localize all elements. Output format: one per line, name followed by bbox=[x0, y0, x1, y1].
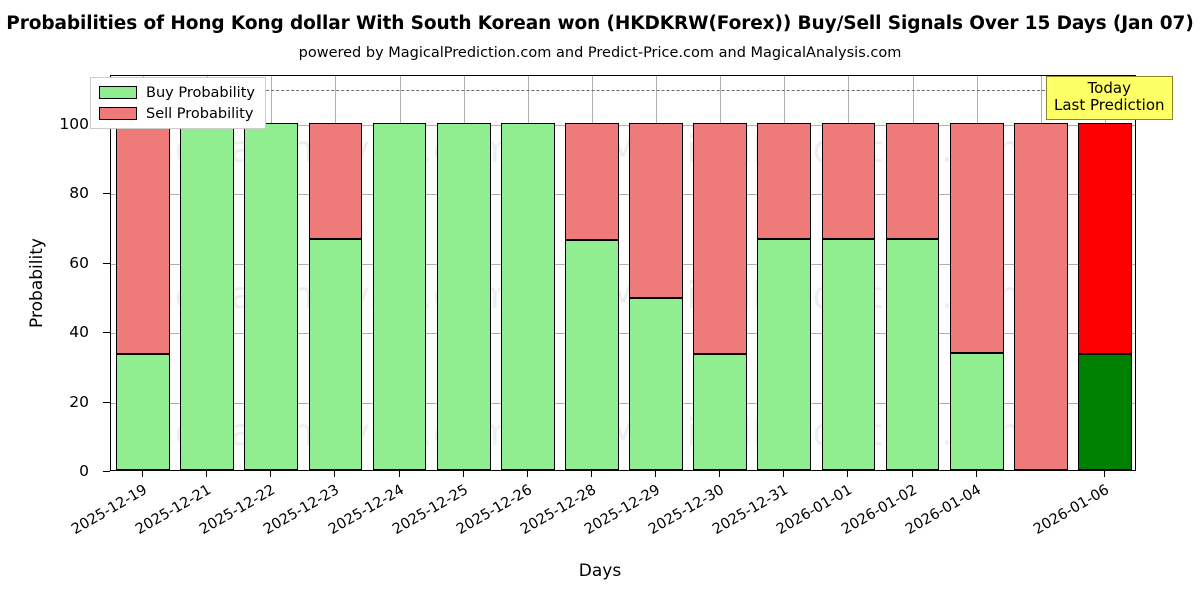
x-axis-label: Days bbox=[578, 561, 622, 581]
y-axis-label: Probability bbox=[27, 238, 47, 328]
bar-segment-sell[interactable] bbox=[821, 123, 876, 239]
bar-segment-sell[interactable] bbox=[757, 123, 812, 239]
bar-segment-buy[interactable] bbox=[500, 123, 555, 470]
today-annotation-line1: Today bbox=[1087, 79, 1131, 97]
chart-subtitle: powered by MagicalPrediction.com and Pre… bbox=[298, 45, 902, 61]
today-annotation: Today Last Prediction bbox=[1046, 76, 1173, 120]
x-tick-mark bbox=[911, 471, 913, 477]
bar-segment-buy[interactable] bbox=[821, 238, 876, 470]
bar-segment-sell[interactable] bbox=[308, 123, 363, 239]
x-tick-mark bbox=[462, 471, 464, 477]
today-annotation-line2: Last Prediction bbox=[1054, 96, 1165, 115]
bar-stack[interactable] bbox=[629, 76, 683, 470]
bar-segment-buy[interactable] bbox=[693, 354, 748, 470]
x-tick-mark bbox=[334, 471, 336, 477]
legend-item-sell: Sell Probability bbox=[99, 105, 255, 122]
legend-swatch-buy bbox=[99, 86, 137, 99]
chart-title: Probabilities of Hong Kong dollar With S… bbox=[6, 13, 1194, 34]
bar-stack[interactable] bbox=[436, 76, 491, 470]
y-tick-label: 60 bbox=[69, 253, 89, 272]
bar-segment-sell[interactable] bbox=[1078, 123, 1132, 355]
chart-legend: Buy Probability Sell Probability bbox=[90, 77, 266, 129]
bar-stack[interactable] bbox=[1078, 76, 1132, 470]
bar-segment-buy[interactable] bbox=[436, 123, 491, 470]
bar-segment-buy[interactable] bbox=[757, 238, 812, 470]
x-tick-mark bbox=[270, 471, 272, 477]
y-tick-label: 100 bbox=[59, 115, 89, 133]
gridline-horizontal bbox=[111, 333, 1135, 335]
bar-stack[interactable] bbox=[180, 76, 235, 470]
y-tick-label: 20 bbox=[69, 392, 89, 411]
gridline-horizontal bbox=[111, 125, 1135, 126]
bar-stack[interactable] bbox=[308, 76, 363, 470]
bar-stack[interactable] bbox=[949, 76, 1004, 470]
bar-segment-buy[interactable] bbox=[949, 353, 1004, 470]
legend-item-buy: Buy Probability bbox=[99, 84, 255, 101]
bar-stack[interactable] bbox=[565, 76, 619, 470]
bar-segment-buy[interactable] bbox=[629, 298, 683, 470]
bar-segment-buy[interactable] bbox=[372, 123, 427, 470]
bar-segment-buy[interactable] bbox=[116, 354, 170, 470]
bar-segment-buy[interactable] bbox=[885, 238, 940, 470]
bar-stack[interactable] bbox=[244, 76, 299, 470]
x-tick-mark bbox=[1103, 471, 1105, 477]
x-tick-mark bbox=[590, 471, 592, 477]
legend-label-buy: Buy Probability bbox=[146, 84, 255, 101]
bar-segment-buy[interactable] bbox=[244, 123, 299, 470]
x-tick-mark bbox=[206, 471, 208, 477]
bar-segment-buy[interactable] bbox=[565, 239, 619, 470]
bar-stack[interactable] bbox=[821, 76, 876, 470]
x-tick-mark bbox=[398, 471, 400, 477]
bar-stack[interactable] bbox=[372, 76, 427, 470]
plot-area: MagicalAnalysis.comMagicalAnalysis.comMa… bbox=[110, 75, 1136, 471]
y-tick-label: 40 bbox=[69, 323, 89, 342]
bar-segment-buy[interactable] bbox=[308, 238, 363, 470]
bar-segment-sell[interactable] bbox=[1013, 123, 1068, 470]
bar-segment-sell[interactable] bbox=[949, 123, 1004, 354]
bar-stack[interactable] bbox=[885, 76, 940, 470]
bar-stack[interactable] bbox=[757, 76, 812, 470]
gridline-horizontal bbox=[111, 402, 1135, 404]
x-tick-mark bbox=[975, 471, 977, 477]
x-tick-mark bbox=[719, 471, 721, 477]
gridline-horizontal bbox=[111, 263, 1135, 265]
y-tick-mark bbox=[103, 401, 110, 403]
bar-stack[interactable] bbox=[500, 76, 555, 470]
x-tick-mark bbox=[847, 471, 849, 477]
y-tick-label: 0 bbox=[79, 462, 89, 480]
bar-segment-sell[interactable] bbox=[629, 123, 683, 299]
gridline-horizontal bbox=[111, 194, 1135, 196]
legend-swatch-sell bbox=[99, 107, 137, 120]
bar-segment-sell[interactable] bbox=[116, 123, 170, 355]
y-tick-mark bbox=[103, 471, 110, 472]
y-tick-mark bbox=[103, 262, 110, 264]
x-tick-mark bbox=[655, 471, 657, 477]
threshold-dashed-line bbox=[111, 90, 1135, 92]
y-tick-label: 80 bbox=[69, 184, 89, 203]
bar-segment-sell[interactable] bbox=[565, 123, 619, 240]
bar-segment-buy[interactable] bbox=[180, 123, 235, 470]
y-tick-mark bbox=[103, 193, 110, 195]
x-tick-mark bbox=[526, 471, 528, 477]
bar-segment-buy[interactable] bbox=[1078, 354, 1132, 470]
bar-segment-sell[interactable] bbox=[885, 123, 940, 239]
x-tick-mark bbox=[142, 471, 144, 477]
x-tick-mark bbox=[783, 471, 785, 477]
y-tick-mark bbox=[103, 332, 110, 334]
bar-stack[interactable] bbox=[1013, 76, 1068, 470]
bar-segment-sell[interactable] bbox=[693, 123, 748, 355]
legend-label-sell: Sell Probability bbox=[146, 105, 254, 122]
bar-stack[interactable] bbox=[116, 76, 170, 470]
bar-stack[interactable] bbox=[693, 76, 748, 470]
